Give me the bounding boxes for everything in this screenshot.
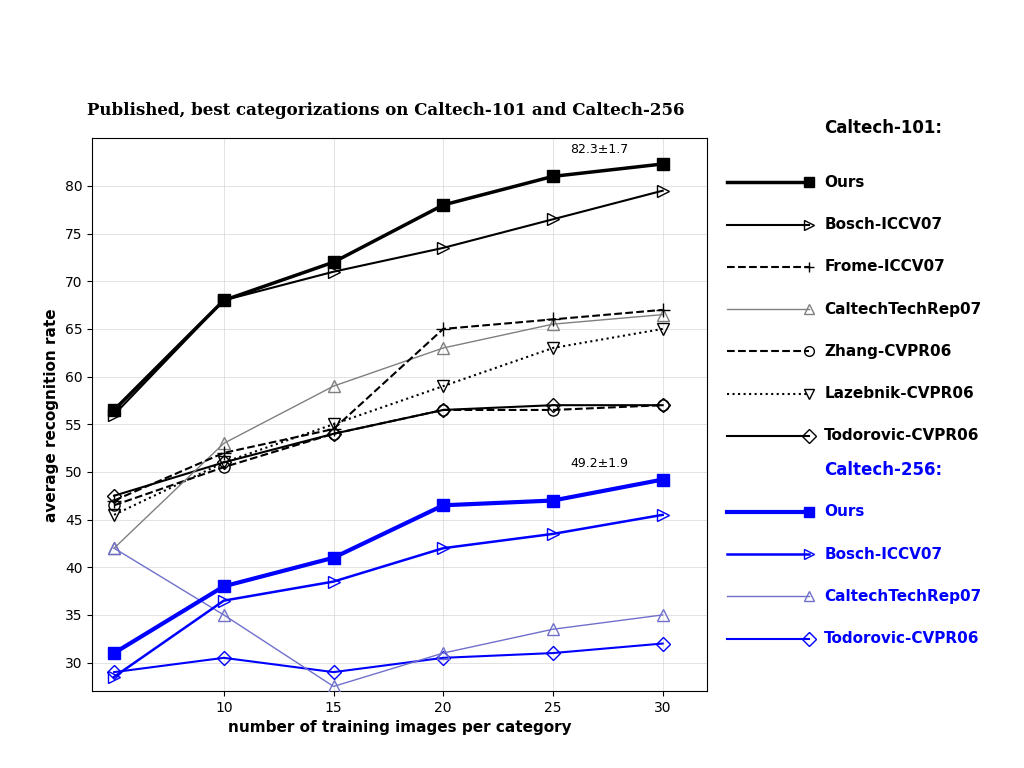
X-axis label: number of training images per category: number of training images per category bbox=[227, 720, 571, 736]
Text: CVPR 2008: Results on Caltech-256: CVPR 2008: Results on Caltech-256 bbox=[177, 20, 847, 53]
Text: Todorovic-CVPR06: Todorovic-CVPR06 bbox=[824, 631, 980, 646]
Text: Frome-ICCV07: Frome-ICCV07 bbox=[824, 260, 945, 274]
Text: Caltech-256:: Caltech-256: bbox=[824, 461, 942, 478]
Text: CaltechTechRep07: CaltechTechRep07 bbox=[824, 302, 982, 316]
Text: CaltechTechRep07: CaltechTechRep07 bbox=[824, 589, 982, 604]
Text: 82.3±1.7: 82.3±1.7 bbox=[570, 143, 629, 156]
Text: Caltech-101:: Caltech-101: bbox=[824, 119, 942, 137]
Text: Todorovic-CVPR06: Todorovic-CVPR06 bbox=[824, 429, 980, 443]
Text: 49.2±1.9: 49.2±1.9 bbox=[570, 457, 629, 470]
Text: Bosch-ICCV07: Bosch-ICCV07 bbox=[824, 547, 942, 561]
Text: Ours: Ours bbox=[824, 175, 864, 190]
Text: Ours: Ours bbox=[824, 505, 864, 519]
Text: Bosch-ICCV07: Bosch-ICCV07 bbox=[824, 217, 942, 232]
Y-axis label: average recognition rate: average recognition rate bbox=[44, 308, 59, 521]
Text: Zhang-CVPR06: Zhang-CVPR06 bbox=[824, 344, 951, 359]
Text: Published, best categorizations on Caltech-101 and Caltech-256: Published, best categorizations on Calte… bbox=[87, 102, 684, 119]
Text: Lazebnik-CVPR06: Lazebnik-CVPR06 bbox=[824, 386, 974, 401]
